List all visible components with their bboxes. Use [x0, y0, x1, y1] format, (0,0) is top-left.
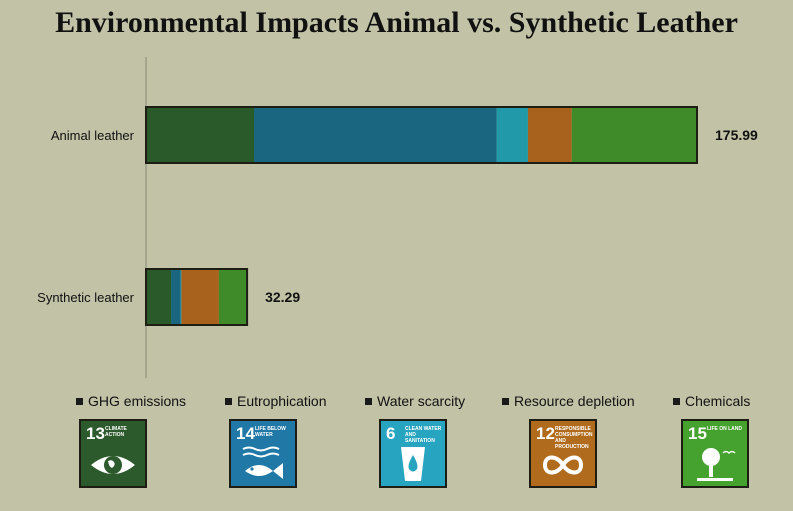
bar-outline: [145, 106, 698, 164]
legend-item-water-scarcity: Water scarcity: [365, 393, 465, 409]
bar-segment-synthetic-leather-ghg-emissions: [146, 269, 172, 325]
eye-globe-icon: [91, 456, 135, 474]
tile-label: Life on land: [707, 426, 742, 432]
category-label: Animal leather: [51, 128, 135, 143]
bar-segment-animal-leather-water-scarcity: [496, 107, 528, 163]
sdg-13-climate-action-icon: 13 Climate action: [79, 419, 147, 488]
legend-swatch: [673, 398, 680, 405]
tile-label: Life below water: [255, 426, 286, 438]
legend-item-chemicals: Chemicals: [673, 393, 750, 409]
water-drop-icon: [401, 447, 425, 481]
sdg-6-clean-water-icon: 6 Clean water and sanitation: [379, 419, 447, 488]
legend-label: Eutrophication: [237, 393, 327, 409]
legend-label: GHG emissions: [88, 393, 187, 409]
sdg-15-life-on-land-icon: 15 Life on land: [681, 419, 749, 488]
tile-label: Responsible consumption and production: [555, 426, 593, 450]
tile-number: 6: [386, 424, 396, 443]
legend-swatch: [502, 398, 509, 405]
bar-segment-synthetic-leather-eutrophication: [171, 269, 181, 325]
bar-outline: [145, 268, 249, 326]
bar-segment-animal-leather-eutrophication: [254, 107, 497, 163]
legend-swatch: [225, 398, 232, 405]
category-label: Synthetic leather: [37, 290, 135, 305]
tree-icon: [697, 448, 736, 481]
sdg-14-life-below-water-icon: 14 Life below water: [229, 419, 297, 488]
legend-label: Chemicals: [685, 393, 751, 409]
infinity-icon: [542, 455, 584, 475]
bar-segment-animal-leather-resource-depletion: [527, 107, 572, 163]
legend-item-resource-depletion: Resource depletion: [502, 393, 635, 409]
legend: GHG emissions Eutrophication Water scarc…: [0, 393, 793, 411]
fish-icon: [242, 446, 283, 479]
total-value-label: 175.99: [715, 127, 758, 143]
legend-label: Water scarcity: [377, 393, 466, 409]
sdg-12-responsible-consumption-icon: 12 Responsible consumption and productio…: [529, 419, 597, 488]
chart-title: Environmental Impacts Animal vs. Synthet…: [55, 6, 738, 39]
stacked-bar-chart: Animal leather 175.99 Synthetic leather 32.…: [37, 57, 758, 378]
legend-swatch: [365, 398, 372, 405]
legend-swatch: [76, 398, 83, 405]
bar-segment-synthetic-leather-resource-depletion: [181, 269, 219, 325]
legend-item-ghg-emissions: GHG emissions: [76, 393, 186, 409]
tile-number: 14: [236, 424, 255, 443]
tile-label: Clean water and sanitation: [405, 426, 442, 444]
tile-number: 15: [688, 424, 707, 443]
bar-segment-synthetic-leather-water-scarcity: [180, 269, 182, 325]
tile-number: 12: [536, 424, 555, 443]
legend-label: Resource depletion: [514, 393, 635, 409]
bar-segment-animal-leather-ghg-emissions: [146, 107, 255, 163]
tile-number: 13: [86, 424, 105, 443]
bar-segment-animal-leather-chemicals: [571, 107, 697, 163]
legend-item-eutrophication: Eutrophication: [225, 393, 327, 409]
tile-label: Climate action: [105, 426, 127, 438]
bar-segment-synthetic-leather-chemicals: [218, 269, 248, 325]
total-value-label: 32.29: [265, 289, 300, 305]
